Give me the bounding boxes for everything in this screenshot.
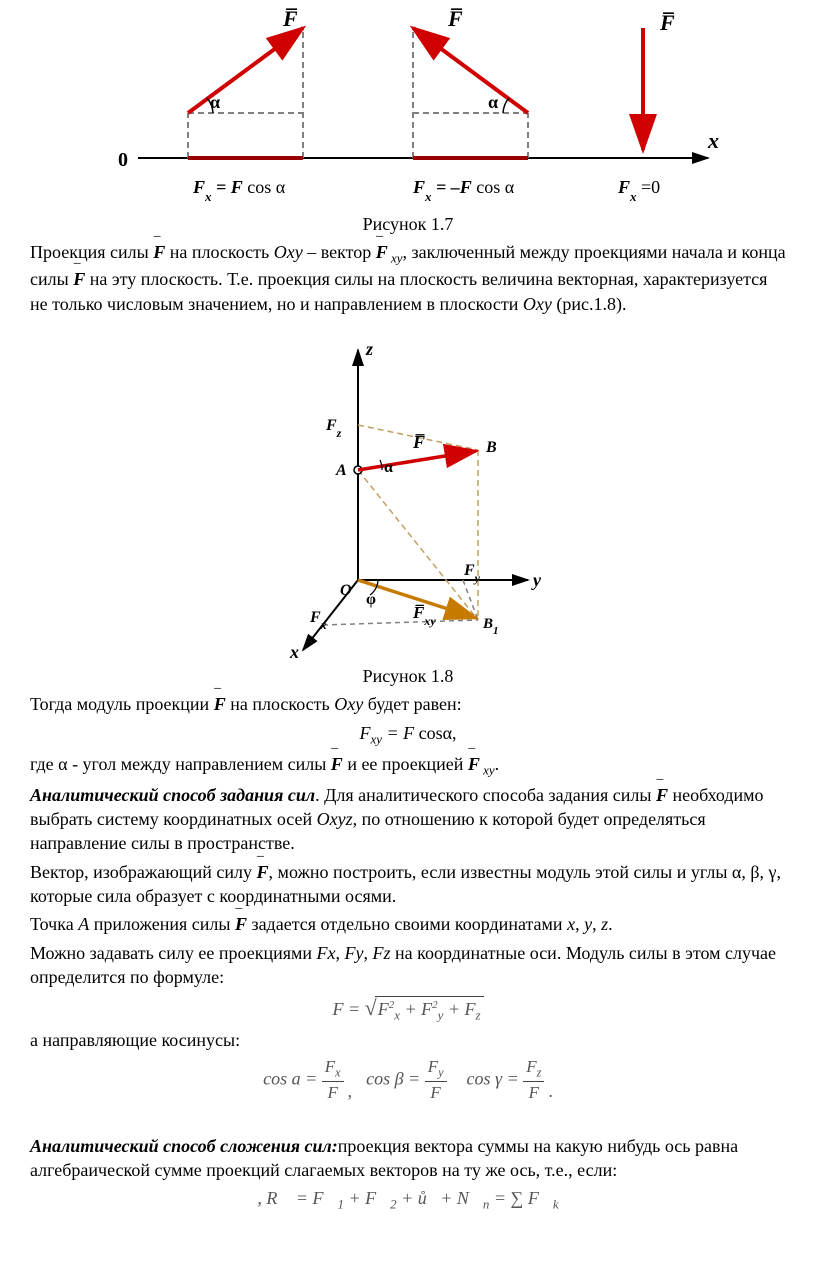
eq-sum: , R⃗ = F⃗1 + F⃗2 + ů + N⃗n = ∑ F⃗k	[30, 1186, 786, 1213]
fig17-caption: Рисунок 1.7	[30, 212, 786, 236]
paragraph-1: Проекция силы F на плоскость Oxy – векто…	[30, 240, 786, 316]
svg-text:x: x	[289, 642, 299, 660]
origin-label: 0	[118, 149, 128, 171]
svg-text:z: z	[365, 339, 373, 359]
svg-text:B1: B1	[482, 616, 499, 637]
eq-fxy: Fxy = F cosα,	[30, 721, 786, 748]
svg-text:F̅: F̅	[282, 8, 298, 31]
svg-text:Fx: Fx	[309, 609, 327, 632]
paragraph-3: где α - угол между направлением силы F и…	[30, 752, 786, 779]
paragraph-4: Аналитический способ задания сил. Для ан…	[30, 783, 786, 856]
eq-cosines: cos a = FxF , cos β = FyF cos γ = FzF .	[30, 1056, 786, 1105]
paragraph-2: Тогда модуль проекции F на плоскость Oxy…	[30, 692, 786, 716]
svg-text:α: α	[210, 92, 220, 112]
svg-text:B: B	[485, 439, 497, 456]
paragraph-6: Точка А приложения силы F задается отдел…	[30, 912, 786, 936]
paragraph-5: Вектор, изображающий силу F, можно постр…	[30, 860, 786, 909]
svg-text:F̅: F̅	[447, 8, 463, 31]
svg-text:φ: φ	[366, 591, 376, 608]
svg-text:F̅: F̅	[412, 432, 425, 452]
fig18-caption: Рисунок 1.8	[30, 664, 786, 688]
svg-text:O: O	[340, 582, 352, 599]
fig17-case-2: α F̅ Fx = –F cos α	[412, 8, 528, 204]
paragraph-7: Можно задавать силу ее проекциями Fx, Fy…	[30, 941, 786, 990]
svg-text:α: α	[384, 459, 393, 476]
svg-text:F̅: F̅	[659, 10, 675, 35]
svg-text:A: A	[335, 462, 347, 479]
paragraph-9: Аналитический способ сложения сил:проекц…	[30, 1134, 786, 1183]
svg-text:F̅xy: F̅xy	[412, 603, 436, 628]
svg-text:α: α	[488, 92, 498, 112]
svg-text:Fx = –F cos α: Fx = –F cos α	[412, 177, 515, 204]
svg-text:y: y	[531, 570, 542, 590]
paragraph-8: а направляющие косинусы:	[30, 1028, 786, 1052]
x-axis-label: x	[707, 128, 719, 153]
svg-text:Fx = F cos α: Fx = F cos α	[192, 177, 286, 204]
fig17-case-3: F̅ Fx =0	[617, 10, 675, 204]
svg-text:Fz: Fz	[325, 417, 342, 440]
figure-1-8: z y x O A F̅ B α F̅xy B1 φ Fz Fy Fx	[258, 320, 558, 660]
svg-text:Fx =0: Fx =0	[617, 177, 660, 204]
figure-1-7: 0 x α F̅ Fx = F cos α α F̅ Fx = –F cos α…	[88, 8, 728, 208]
fig17-case-1: α F̅ Fx = F cos α	[188, 8, 303, 204]
eq-modulus: F = √F2x + F2y + Fz	[30, 993, 786, 1024]
